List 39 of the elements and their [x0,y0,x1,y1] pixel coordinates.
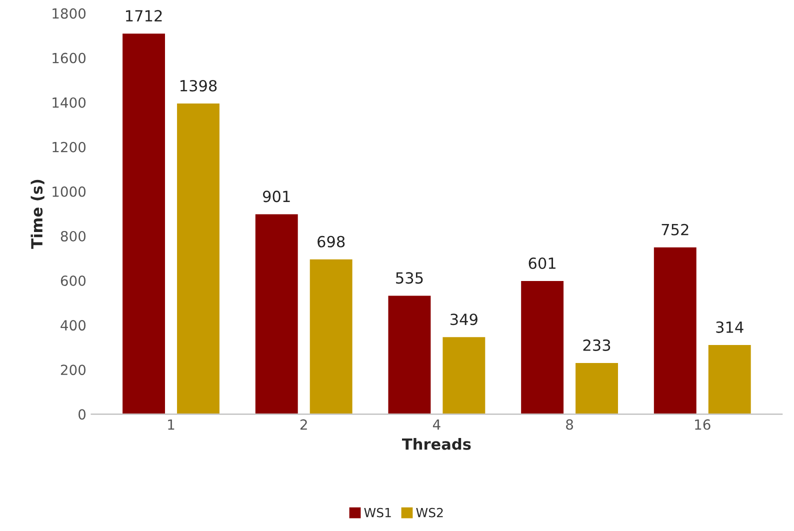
x-axis-title: Threads [402,438,471,450]
x-tick-label: 1 [168,419,174,430]
bar [121,32,166,414]
data-label: 901 [263,190,290,202]
y-tick-label: 0 [78,409,86,420]
y-tick-label: 600 [60,276,86,286]
bar [254,212,300,414]
y-tick-label: 1200 [52,142,86,152]
data-label: 349 [450,314,478,326]
bar [520,280,565,414]
bar [308,258,354,414]
data-label: 752 [662,224,688,236]
y-tick-label: 1400 [52,97,86,108]
x-tick-label: 8 [566,419,574,430]
data-label: 1398 [180,80,217,92]
data-label: 698 [318,236,345,248]
y-tick-label: 1600 [52,52,86,64]
x-tick-label: 16 [695,419,710,430]
data-label: 1712 [126,10,162,22]
bar [652,246,698,414]
data-label: 314 [716,321,744,333]
y-tick-label: 1800 [52,8,86,19]
data-label: 535 [396,272,423,284]
legend-label: WS2 [416,508,443,518]
y-axis-title: Time (s) [30,180,44,249]
y-tick-label: 1000 [52,186,86,197]
y-tick-label: 800 [60,230,86,242]
y-tick-label: 400 [60,320,86,331]
legend-label: WS1 [364,508,391,518]
bar [574,362,620,414]
bar [707,344,752,414]
y-tick-label: 200 [60,364,86,376]
bar [386,294,432,414]
data-label: 601 [528,257,556,270]
bar [441,336,487,414]
bar [176,102,221,414]
data-label: 233 [583,339,610,351]
x-tick-label: 2 [300,419,307,430]
x-tick-label: 4 [432,419,440,430]
